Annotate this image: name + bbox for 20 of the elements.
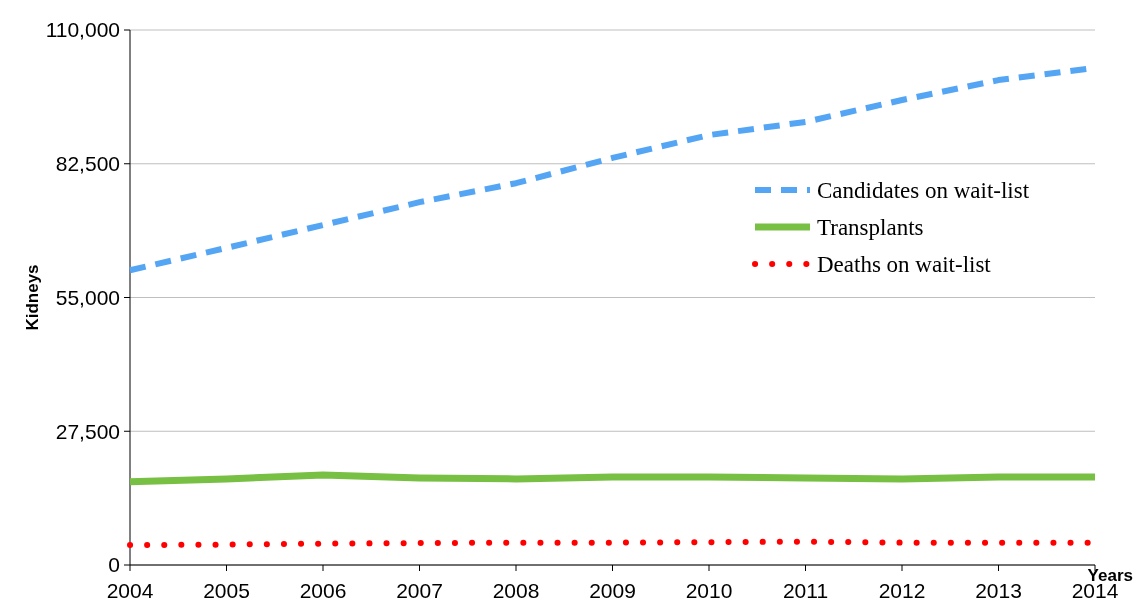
x-tick-label: 2013 <box>975 579 1022 602</box>
legend-label: Deaths on wait-list <box>817 252 992 278</box>
x-tick-label: 2004 <box>106 579 154 602</box>
x-tick-label: 2011 <box>782 579 829 602</box>
x-tick-label: 2010 <box>685 579 733 602</box>
x-tick-label: 2005 <box>203 579 250 602</box>
legend-label: Candidates on wait-list <box>817 178 1030 204</box>
y-tick-label: 82,500 <box>55 152 120 176</box>
x-tick-label: 2012 <box>878 579 926 602</box>
y-axis-title: Kidneys <box>23 264 42 331</box>
y-tick-label: 0 <box>108 553 120 577</box>
legend-label: Transplants <box>817 215 924 241</box>
y-tick-label: 110,000 <box>45 18 120 42</box>
y-tick-label: 27,500 <box>55 419 120 443</box>
x-tick-label: 2008 <box>492 579 540 602</box>
x-tick-label: 2007 <box>396 579 443 602</box>
x-tick-label: 2006 <box>299 579 347 602</box>
y-tick-label: 55,000 <box>55 285 120 309</box>
x-tick-label: 2009 <box>589 579 636 602</box>
x-axis-title: Years <box>1087 566 1133 585</box>
